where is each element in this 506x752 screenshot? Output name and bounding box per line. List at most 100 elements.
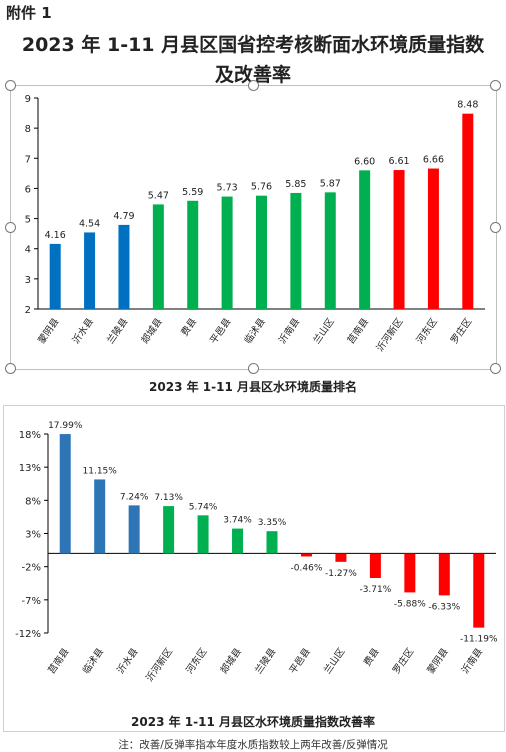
- chart1-category-label: 费县: [178, 316, 199, 338]
- chart1-y-tick-label: 7: [25, 154, 31, 165]
- chart1-bar: [359, 170, 371, 309]
- chart1-category-label: 沂南县: [276, 316, 302, 346]
- resize-handle-top-center[interactable]: [248, 80, 259, 91]
- chart1-bar: [393, 170, 405, 309]
- document-title: 2023 年 1-11 月县区国省控考核断面水环境质量指数 及改善率: [0, 30, 506, 90]
- chart1-data-label: 4.54: [79, 218, 100, 229]
- chart2-bar: [197, 515, 209, 554]
- resize-handle-middle-right[interactable]: [490, 222, 501, 233]
- chart2-category-label: 河东区: [183, 645, 209, 676]
- chart1-bar: [221, 196, 233, 309]
- document-title-line2: 及改善率: [214, 64, 291, 86]
- chart1-data-label: 5.76: [251, 182, 272, 193]
- chart2-bar: [59, 434, 71, 554]
- chart2-bar: [163, 506, 175, 554]
- chart2-bar: [300, 553, 312, 557]
- chart2-data-label: 3.35%: [258, 518, 287, 528]
- resize-handle-bottom-left[interactable]: [5, 363, 16, 374]
- chart1-y-tick-label: 3: [25, 275, 31, 286]
- chart1-bar: [324, 192, 336, 309]
- chart1-title: 2023 年 1-11 月县区水环境质量排名: [149, 380, 357, 394]
- resize-handle-top-left[interactable]: [5, 80, 16, 91]
- chart1-category-label: 郯城县: [139, 316, 165, 346]
- chart2-y-tick-label: 8%: [25, 496, 41, 507]
- chart2-y-tick-label: -12%: [15, 629, 41, 640]
- chart1-category-label: 临沭县: [242, 316, 268, 346]
- chart2-category-label: 沂南县: [459, 646, 485, 676]
- chart1-bar: [84, 232, 96, 309]
- chart1-data-label: 5.87: [320, 178, 341, 189]
- chart1-category-label: 沂水县: [70, 316, 96, 346]
- chart1-data-label: 5.47: [148, 190, 169, 201]
- chart2-bar: [369, 553, 381, 579]
- chart1-data-label: 5.73: [217, 183, 238, 194]
- resize-handle-top-right[interactable]: [490, 80, 501, 91]
- chart1-category-label: 蒙阴县: [35, 316, 61, 346]
- chart1-bar: [118, 224, 130, 309]
- chart2-bar: [266, 531, 278, 554]
- chart1-category-label: 莒南县: [345, 316, 371, 346]
- chart2-bar: [404, 553, 416, 593]
- chart1-bar: [49, 243, 61, 309]
- chart1-data-label: 6.66: [423, 155, 444, 166]
- chart2-bar: [94, 479, 106, 554]
- chart1-bar: [152, 204, 164, 309]
- chart2-data-label: 7.24%: [120, 492, 149, 502]
- chart2-y-tick-label: -2%: [22, 563, 41, 574]
- chart2-category-label: 莒南县: [46, 646, 72, 676]
- chart2-data-label: 3.74%: [223, 516, 252, 526]
- chart1-data-label: 5.85: [285, 179, 306, 190]
- chart1-bar: [427, 168, 439, 309]
- chart2-category-label: 沂水县: [114, 646, 140, 676]
- chart2-category-label: 郯城县: [218, 646, 244, 676]
- chart1-y-tick-label: 9: [25, 94, 31, 105]
- chart2-category-label: 罗庄区: [390, 645, 416, 676]
- chart2-bar: [473, 553, 485, 628]
- chart2-data-label: 17.99%: [48, 421, 83, 431]
- chart1-bar: [462, 113, 474, 309]
- chart1-category-label: 平邑县: [208, 316, 233, 346]
- chart2-data-label: -5.88%: [394, 599, 426, 609]
- quality-ranking-chart: 2 3 4 5 6 7 8 9 4.16 蒙阴县 4.54 沂水县 4.79 兰陵县 5.47 郯城县 5.59…: [25, 94, 485, 354]
- chart2-category-label: 平邑县: [288, 646, 313, 676]
- chart1-bar: [187, 200, 199, 309]
- chart1-category-label: 兰山区: [311, 315, 337, 346]
- chart2-y-tick-label: 3%: [25, 530, 41, 541]
- chart2-data-label: -3.71%: [359, 585, 391, 595]
- chart2-frame: [3, 405, 505, 732]
- chart1-category-label: 河东区: [414, 315, 440, 346]
- chart1-data-label: 6.60: [354, 156, 375, 167]
- chart2-category-label: 兰陵县: [252, 646, 278, 676]
- chart2-category-label: 临沭县: [80, 646, 106, 676]
- chart1-y-tick-label: 8: [25, 124, 31, 135]
- chart2-category-label: 费县: [361, 646, 382, 668]
- chart2-bar: [438, 553, 450, 596]
- chart1-bar: [290, 192, 302, 309]
- chart2-title: 2023 年 1-11 月县区水环境质量指数改善率: [131, 715, 375, 729]
- chart2-data-label: 5.74%: [189, 502, 218, 512]
- chart2-bar: [232, 528, 244, 554]
- chart1-data-label: 5.59: [182, 187, 203, 198]
- resize-handle-bottom-center[interactable]: [248, 363, 259, 374]
- improvement-rate-chart: -12% -7% -2% 3% 8% 13% 18% 17.99% 莒南县 11.15% 临沭县 7.…: [15, 421, 498, 684]
- document-title-line1: 2023 年 1-11 月县区国省控考核断面水环境质量指数: [21, 34, 485, 56]
- chart1-category-label: 罗庄区: [448, 315, 474, 346]
- chart1-category-label: 沂河新区: [374, 315, 406, 353]
- chart2-y-tick-label: 13%: [19, 463, 41, 474]
- chart2-data-label: 11.15%: [83, 466, 118, 476]
- resize-handle-middle-left[interactable]: [5, 222, 16, 233]
- chart1-data-label: 6.61: [388, 156, 409, 167]
- chart2-bar: [335, 553, 347, 562]
- chart2-bar: [128, 505, 140, 554]
- chart1-category-label: 兰陵县: [104, 316, 130, 346]
- footnote: 注：改善/反弹率指本年度水质指数较上两年改善/反弹情况: [118, 739, 388, 751]
- resize-handle-bottom-right[interactable]: [490, 363, 501, 374]
- chart1-data-label: 4.79: [113, 211, 134, 222]
- chart2-data-label: -11.19%: [460, 635, 498, 645]
- chart1-data-label: 4.16: [45, 230, 66, 241]
- chart2-category-label: 蒙阴县: [425, 646, 451, 676]
- chart2-category-label: 沂河新区: [143, 645, 175, 683]
- chart1-y-tick-label: 5: [25, 215, 31, 226]
- chart2-data-label: 7.13%: [154, 493, 183, 503]
- chart2-y-tick-label: 18%: [19, 430, 41, 441]
